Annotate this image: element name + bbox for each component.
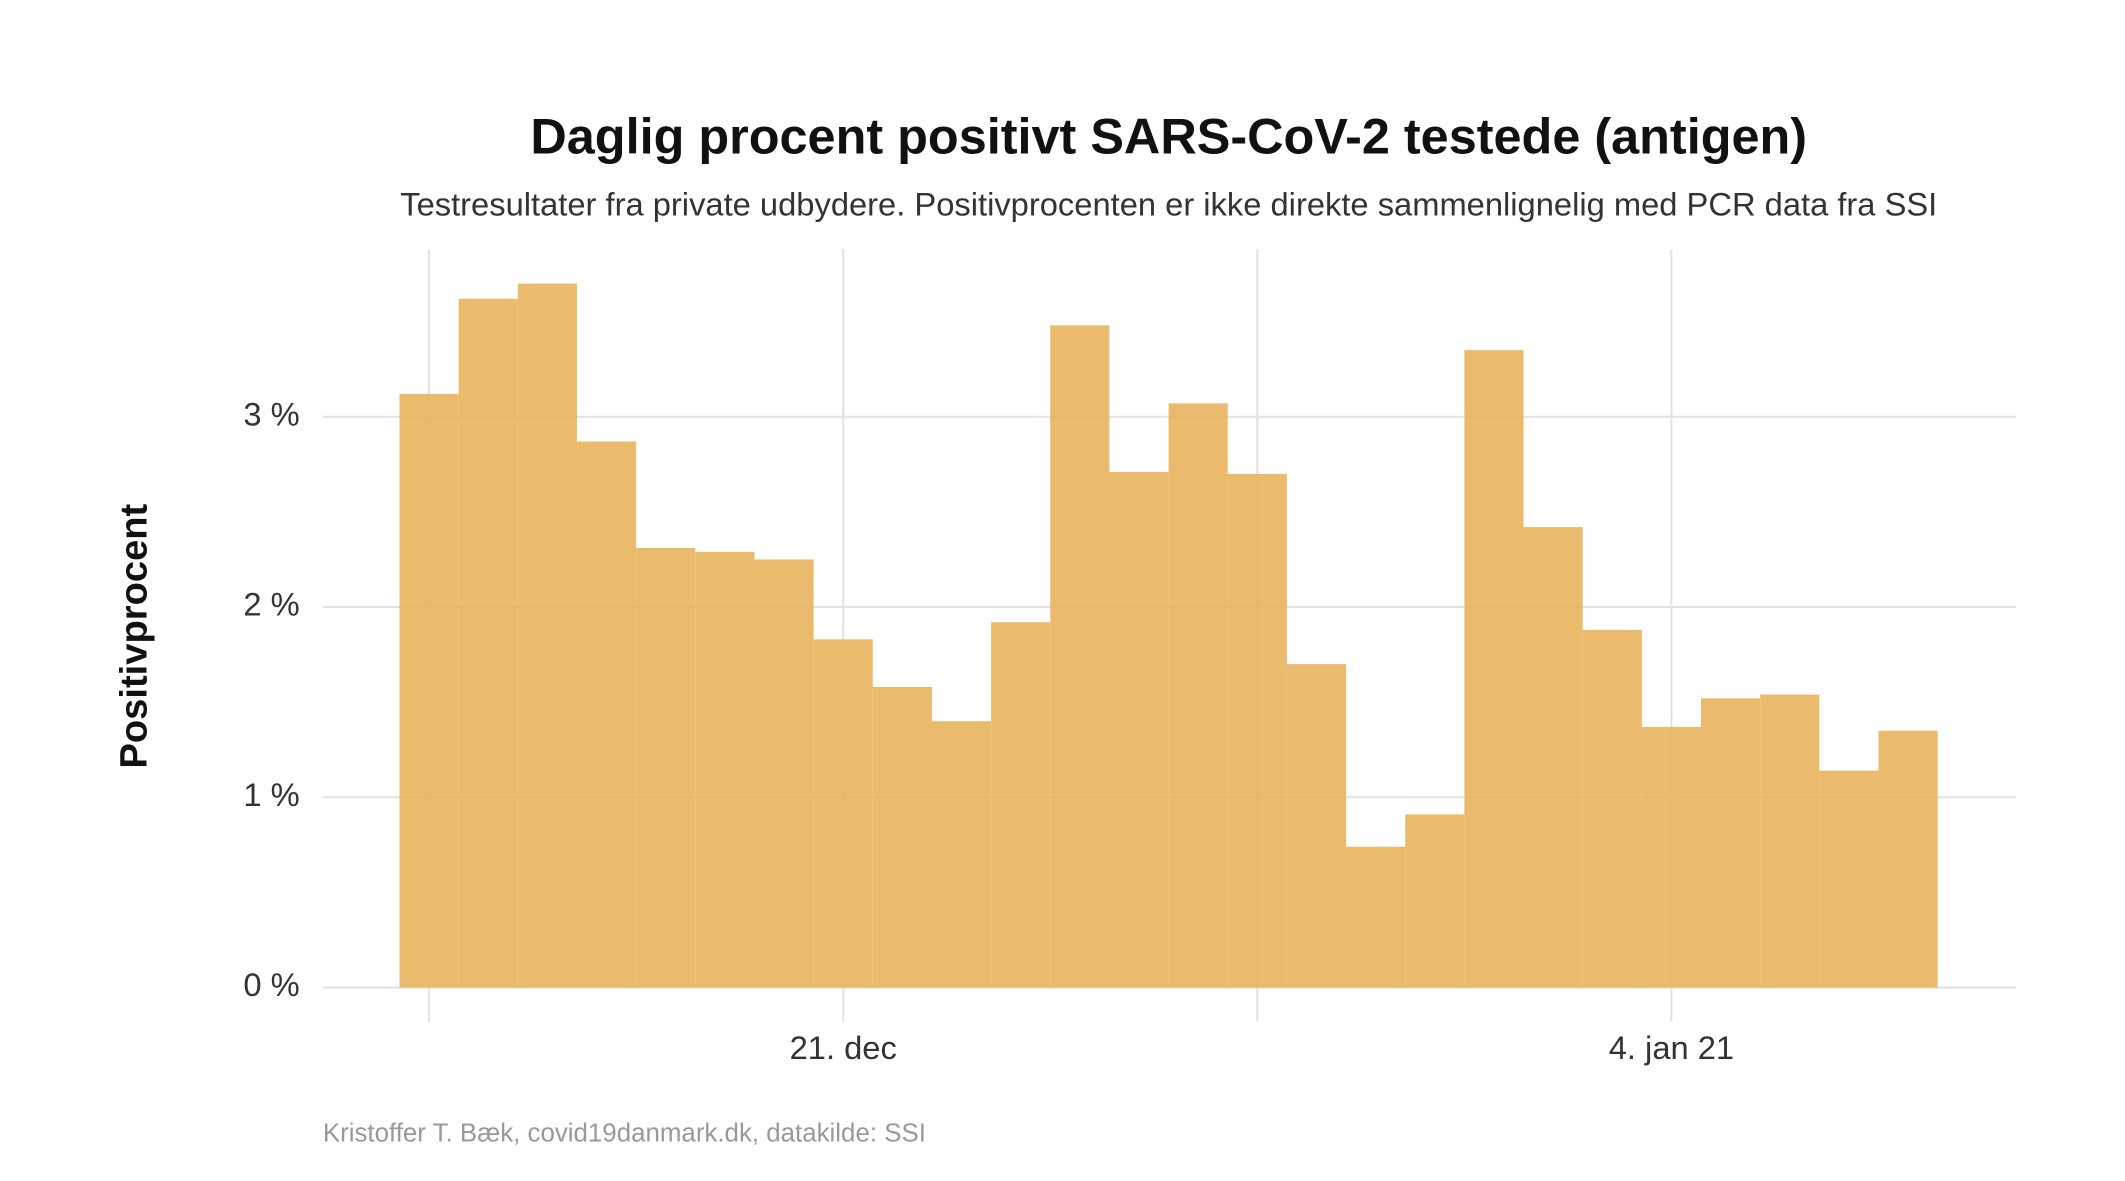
bar <box>1405 814 1465 988</box>
y-axis-title: Positivprocent <box>112 503 155 768</box>
bar <box>517 283 577 988</box>
caption: Kristoffer T. Bæk, covid19danmark.dk, da… <box>323 1120 926 1148</box>
bar <box>1819 770 1879 988</box>
bar <box>1050 325 1110 988</box>
bar <box>458 298 518 988</box>
bar <box>813 639 873 988</box>
y-tick-label: 2 % <box>243 586 299 623</box>
bar <box>872 686 932 988</box>
bar <box>1878 730 1938 988</box>
bar <box>754 559 814 988</box>
bar <box>399 393 459 988</box>
bar <box>695 551 755 988</box>
bar <box>1109 471 1169 988</box>
bar <box>1701 698 1761 988</box>
bar <box>1464 350 1524 988</box>
bar <box>1523 527 1583 988</box>
bars <box>399 283 1938 988</box>
y-tick-label: 1 % <box>243 776 299 813</box>
bar <box>991 622 1051 988</box>
y-tick-label: 0 % <box>243 966 299 1003</box>
bar <box>1346 846 1406 988</box>
x-tick-label: 21. dec <box>790 1029 897 1066</box>
y-tick-label: 3 % <box>243 395 299 432</box>
bar <box>576 441 637 988</box>
x-tick-label: 4. jan 21 <box>1609 1029 1734 1066</box>
bar <box>1641 726 1702 988</box>
bar <box>1286 664 1347 988</box>
bar <box>1227 473 1287 988</box>
chart-subtitle: Testresultater fra private udbydere. Pos… <box>400 186 1937 223</box>
bar <box>1582 629 1642 988</box>
bar <box>931 721 992 988</box>
bar <box>1168 403 1228 988</box>
bar <box>1760 694 1820 988</box>
chart-title: Daglig procent positivt SARS-CoV-2 teste… <box>530 108 1807 165</box>
bar <box>636 548 696 988</box>
